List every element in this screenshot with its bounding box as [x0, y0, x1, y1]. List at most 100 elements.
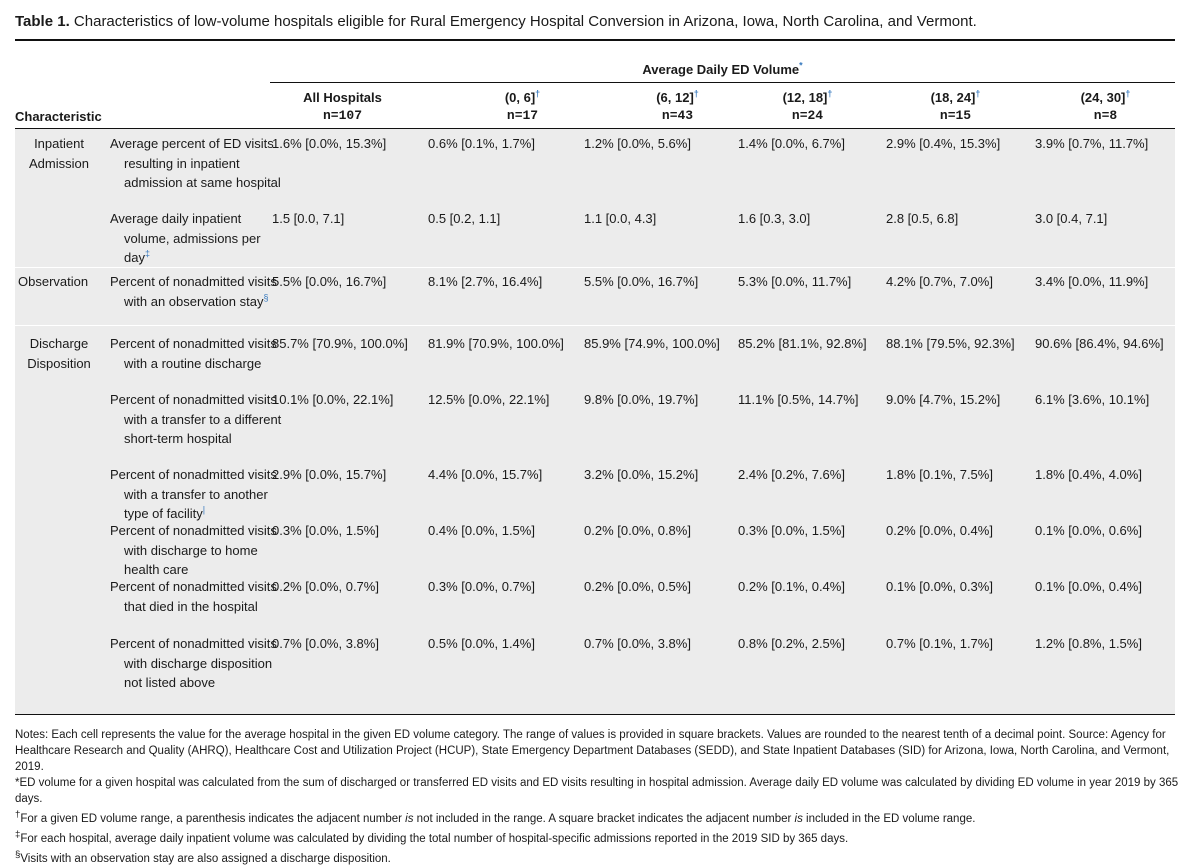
- table-label: Table 1.: [15, 13, 70, 30]
- band-discharge: [15, 326, 1175, 714]
- row-characteristic-text: Average percent of ED visits resulting i…: [110, 136, 281, 190]
- row-characteristic: Average percent of ED visits resulting i…: [110, 134, 284, 193]
- col-header-6-12: (6, 12]† n=43: [580, 89, 775, 125]
- col-header-0-6: (0, 6]† n=17: [425, 89, 620, 125]
- table-cell: 1.8% [0.4%, 4.0%]: [1035, 467, 1142, 482]
- table-cell: 85.2% [81.1%, 92.8%]: [738, 336, 867, 351]
- row-characteristic: Percent of nonadmitted visits with a tra…: [110, 390, 284, 449]
- header-rule: [15, 128, 1175, 129]
- col-header-n: n=107: [322, 108, 362, 123]
- table-cell: 0.1% [0.0%, 0.3%]: [886, 579, 993, 594]
- col-header-label: (18, 24]: [930, 90, 976, 105]
- note-dagger: †For a given ED volume range, a parenthe…: [15, 807, 1180, 827]
- table-cell: 0.1% [0.0%, 0.4%]: [1035, 579, 1142, 594]
- table-cell: 2.4% [0.2%, 7.6%]: [738, 467, 845, 482]
- row-characteristic: Percent of nonadmitted visits with an ob…: [110, 272, 284, 311]
- row-characteristic-text: Percent of nonadmitted visits with a tra…: [110, 467, 277, 521]
- col-header-18-24: (18, 24]† n=15: [883, 89, 1028, 125]
- note-text: included in the ED volume range.: [802, 812, 976, 825]
- note-emphasis: is: [405, 812, 414, 825]
- table-cell: 0.2% [0.0%, 0.7%]: [272, 579, 379, 594]
- note-mark: †: [15, 809, 21, 820]
- table-cell: 2.9% [0.0%, 15.7%]: [272, 467, 387, 482]
- row-characteristic: Percent of nonadmitted visits with disch…: [110, 521, 284, 580]
- table-cell: 1.6 [0.3, 3.0]: [738, 211, 811, 226]
- table-cell: 0.5% [0.0%, 1.4%]: [428, 636, 535, 651]
- band-inpatient: [15, 129, 1175, 267]
- row-characteristic-text: Percent of nonadmitted visits with disch…: [110, 636, 277, 690]
- table-cell: 0.3% [0.0%, 0.7%]: [428, 579, 535, 594]
- note-text: Visits with an observation stay are also…: [20, 852, 391, 865]
- table-cell: 3.2% [0.0%, 15.2%]: [584, 467, 699, 482]
- col-header-24-30: (24, 30]† n=8: [1033, 89, 1178, 125]
- table-cell: 0.3% [0.0%, 1.5%]: [738, 523, 845, 538]
- span-header-rule: [270, 82, 1175, 83]
- col-header-n: n=43: [661, 108, 694, 123]
- row-characteristic: Average daily inpatient volume, admissio…: [110, 209, 284, 268]
- table-cell: 0.3% [0.0%, 1.5%]: [272, 523, 379, 538]
- band-separator: [15, 325, 1175, 326]
- table-cell: 1.2% [0.8%, 1.5%]: [1035, 636, 1142, 651]
- table-cell: 5.5% [0.0%, 16.7%]: [272, 274, 387, 289]
- table-cell: 3.4% [0.0%, 11.9%]: [1035, 274, 1149, 289]
- note-text: not included in the range. A square brac…: [413, 812, 795, 825]
- table-cell: 0.7% [0.0%, 3.8%]: [584, 636, 691, 651]
- span-header-mark: *: [799, 60, 803, 71]
- row-characteristic: Percent of nonadmitted visits with a rou…: [110, 334, 284, 373]
- row-characteristic: Percent of nonadmitted visits with a tra…: [110, 465, 284, 524]
- table-cell: 1.2% [0.0%, 5.6%]: [584, 136, 691, 151]
- row-characteristic-text: Average daily inpatient volume, admissio…: [110, 211, 261, 265]
- row-characteristic-text: Percent of nonadmitted visits with disch…: [110, 523, 277, 577]
- col-header-label: (12, 18]: [782, 90, 828, 105]
- table-cell: 9.8% [0.0%, 19.7%]: [584, 392, 699, 407]
- col-header-mark: †: [1125, 88, 1131, 99]
- col-header-n: n=17: [506, 108, 539, 123]
- table-cell: 4.2% [0.7%, 7.0%]: [886, 274, 993, 289]
- table-cell: 0.7% [0.1%, 1.7%]: [886, 636, 993, 651]
- table-cell: 6.1% [3.6%, 10.1%]: [1035, 392, 1150, 407]
- col-header-mark: †: [535, 88, 541, 99]
- table-cell: 0.5 [0.2, 1.1]: [428, 211, 501, 226]
- table-cell: 3.0 [0.4, 7.1]: [1035, 211, 1108, 226]
- col-header-n: n=24: [791, 108, 824, 123]
- table-cell: 88.1% [79.5%, 92.3%]: [886, 336, 1015, 351]
- footnote-mark: ‡: [144, 248, 150, 259]
- table-cell: 0.2% [0.1%, 0.4%]: [738, 579, 845, 594]
- bottom-rule: [15, 714, 1175, 715]
- col-header-mark: †: [693, 88, 699, 99]
- group-label-inpatient: Inpatient Admission: [29, 136, 89, 171]
- col-header-label: All Hospitals: [303, 90, 382, 105]
- col-header-label: (24, 30]: [1080, 90, 1126, 105]
- table-cell: 9.0% [4.7%, 15.2%]: [886, 392, 1001, 407]
- table-cell: 3.9% [0.7%, 11.7%]: [1035, 136, 1149, 151]
- top-rule: [15, 39, 1175, 41]
- table-cell: 0.4% [0.0%, 1.5%]: [428, 523, 535, 538]
- table-cell: 1.1 [0.0, 4.3]: [584, 211, 657, 226]
- table-cell: 0.1% [0.0%, 0.6%]: [1035, 523, 1142, 538]
- table-cell: 5.3% [0.0%, 11.7%]: [738, 274, 852, 289]
- table-cell: 0.7% [0.0%, 3.8%]: [272, 636, 379, 651]
- table-cell: 4.4% [0.0%, 15.7%]: [428, 467, 543, 482]
- table-cell: 81.9% [70.9%, 100.0%]: [428, 336, 564, 351]
- table-notes: Notes: Each cell represents the value fo…: [15, 727, 1180, 866]
- row-characteristic-text: Percent of nonadmitted visits with a tra…: [110, 392, 282, 446]
- col-header-mark: †: [975, 88, 981, 99]
- col-header-mark: †: [827, 88, 833, 99]
- table-cell: 5.5% [0.0%, 16.7%]: [584, 274, 699, 289]
- col-header-n: n=8: [1093, 108, 1118, 123]
- group-label-observation: Observation: [18, 274, 89, 289]
- span-header-label: Average Daily ED Volume: [642, 62, 800, 77]
- table-title: Characteristics of low-volume hospitals …: [73, 13, 977, 30]
- table-cell: 2.9% [0.4%, 15.3%]: [886, 136, 1001, 151]
- row-characteristic-text: Percent of nonadmitted visits with a rou…: [110, 336, 277, 371]
- table-cell: 1.4% [0.0%, 6.7%]: [738, 136, 845, 151]
- table-cell: 1.5 [0.0, 7.1]: [272, 211, 345, 226]
- note-star: *ED volume for a given hospital was calc…: [15, 777, 1179, 805]
- note-emphasis: is: [794, 812, 803, 825]
- row-characteristic: Percent of nonadmitted visits that died …: [110, 577, 284, 616]
- table-cell: 2.8 [0.5, 6.8]: [886, 211, 959, 226]
- col-header-12-18: (12, 18]† n=24: [735, 89, 880, 125]
- col-header-label: (0, 6]: [504, 90, 536, 105]
- table-cell: 0.2% [0.0%, 0.4%]: [886, 523, 993, 538]
- col-header-label: (6, 12]: [656, 90, 694, 105]
